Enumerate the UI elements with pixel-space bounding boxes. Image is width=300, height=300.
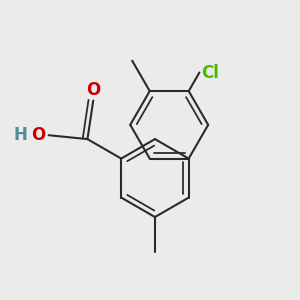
Text: Cl: Cl [201, 64, 219, 82]
Text: O: O [31, 126, 45, 144]
Text: O: O [86, 81, 100, 99]
Text: H: H [13, 126, 27, 144]
